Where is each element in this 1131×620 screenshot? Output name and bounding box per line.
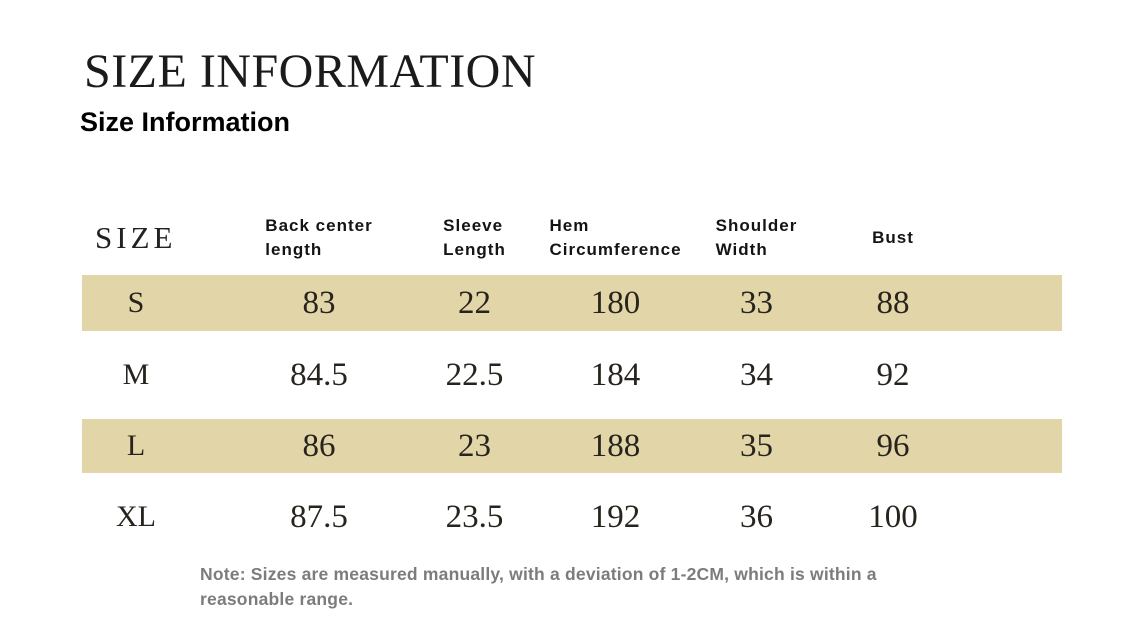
- column-header-hem-circumference: Hem Circumference: [545, 214, 686, 262]
- header-line: Width: [715, 239, 768, 259]
- value-cell-back-center-length: 83: [302, 284, 336, 321]
- value-cell-shoulder-width: 35: [740, 427, 773, 464]
- table-header-row: SIZE Back center length Sleeve Length He…: [82, 200, 1062, 275]
- header-line: Sleeve: [443, 215, 504, 235]
- size-cell: M: [122, 358, 150, 391]
- measurement-note: Note: Sizes are measured manually, with …: [200, 564, 877, 609]
- header-line: Back center: [265, 215, 373, 235]
- value-cell-hem-circumference: 184: [590, 356, 641, 393]
- value-cell-shoulder-width: 36: [740, 498, 773, 535]
- table-row-m: M 84.5 22.5 184 34 92: [82, 331, 1062, 419]
- column-header-size: SIZE: [95, 219, 177, 255]
- value-cell-shoulder-width: 34: [740, 356, 773, 393]
- value-cell-sleeve-length: 23: [458, 427, 491, 464]
- value-cell-sleeve-length: 22: [458, 284, 491, 321]
- page-title: SIZE INFORMATION: [84, 45, 536, 98]
- value-cell-hem-circumference: 192: [590, 498, 641, 535]
- header-line: Bust: [872, 227, 914, 247]
- value-cell-shoulder-width: 33: [740, 284, 773, 321]
- size-cell: L: [126, 429, 146, 462]
- size-table: SIZE Back center length Sleeve Length He…: [82, 200, 1062, 561]
- value-cell-sleeve-length: 23.5: [445, 498, 504, 535]
- value-cell-back-center-length: 87.5: [290, 498, 348, 535]
- value-cell-back-center-length: 86: [302, 427, 336, 464]
- table-row-s: S 83 22 180 33 88: [82, 275, 1062, 331]
- column-header-sleeve-length: Sleeve Length: [404, 214, 545, 262]
- value-cell-bust: 88: [876, 284, 910, 321]
- value-cell-bust: 92: [876, 356, 910, 393]
- column-header-back-center-length: Back center length: [234, 214, 404, 262]
- value-cell-bust: 100: [868, 498, 918, 535]
- page-subtitle: Size Information: [80, 107, 291, 137]
- size-cell: S: [127, 286, 145, 319]
- column-header-bust: Bust: [827, 226, 959, 250]
- value-cell-hem-circumference: 188: [590, 427, 641, 464]
- header-line: length: [265, 239, 323, 259]
- value-cell-sleeve-length: 22.5: [445, 356, 504, 393]
- header-line: Shoulder: [715, 215, 798, 235]
- value-cell-bust: 96: [876, 427, 910, 464]
- size-cell: XL: [116, 500, 156, 533]
- header-line: Hem: [549, 215, 590, 235]
- table-row-l: L 86 23 188 35 96: [82, 419, 1062, 473]
- header-line: Length: [443, 239, 506, 259]
- header-line: Circumference: [549, 239, 682, 259]
- value-cell-hem-circumference: 180: [590, 284, 641, 321]
- column-header-shoulder-width: Shoulder Width: [686, 214, 827, 262]
- table-row-xl: XL 87.5 23.5 192 36 100: [82, 473, 1062, 561]
- value-cell-back-center-length: 84.5: [290, 356, 348, 393]
